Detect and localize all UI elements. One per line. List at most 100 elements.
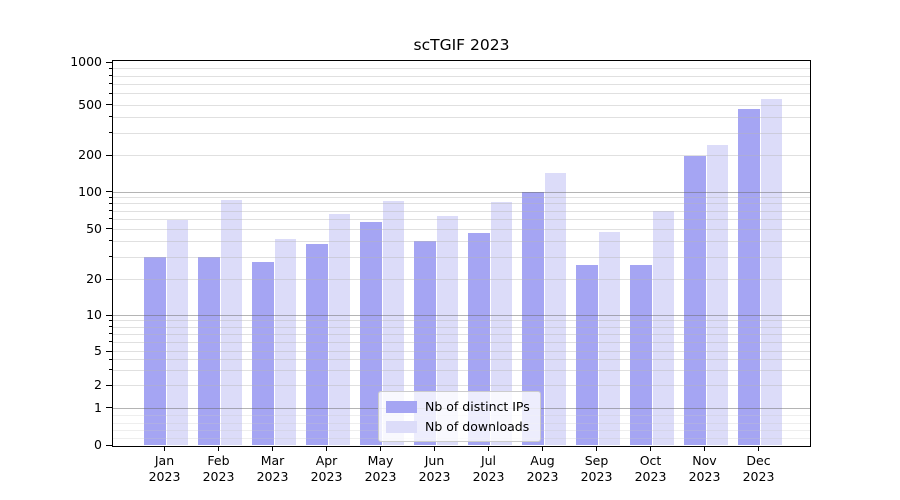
chart-title: scTGIF 2023 (413, 36, 510, 54)
bar-downloads-nov (706, 144, 728, 445)
x-tick-label: Aug 2023 (526, 453, 559, 484)
y-axis-minor-tick (109, 210, 112, 212)
bar-distinct-ips-nov (683, 156, 706, 445)
x-tick-label: Feb 2023 (202, 453, 235, 484)
x-tick-label: May 2023 (364, 453, 397, 484)
y-axis-tick (106, 314, 112, 316)
gridline-minor (113, 203, 810, 205)
gridline-minor (113, 369, 810, 371)
y-axis-minor-tick (109, 116, 112, 118)
y-axis-tick (106, 407, 112, 408)
y-tick-label: 10 (86, 307, 102, 322)
y-tick-label: 1000 (70, 54, 102, 69)
x-tick-label: Dec 2023 (742, 453, 775, 484)
gridline-minor (113, 116, 810, 118)
x-tick-label: Oct 2023 (634, 453, 667, 484)
y-tick-label: 2 (94, 377, 102, 392)
y-axis-minor-tick (109, 154, 112, 156)
gridline-minor (113, 351, 810, 352)
y-axis-minor-tick (109, 75, 112, 77)
gridline-minor (113, 197, 810, 199)
bar-downloads-jul (490, 202, 512, 445)
bar-downloads-may (382, 201, 404, 445)
gridline-minor (113, 333, 810, 335)
legend-label-downloads: Nb of downloads (425, 419, 530, 434)
gridline-minor (113, 210, 810, 212)
legend-swatch-distinct-ips (386, 400, 417, 413)
bar-downloads-apr (328, 214, 350, 445)
y-tick-label: 200 (78, 147, 102, 162)
legend-swatch-downloads (386, 420, 417, 433)
bar-downloads-dec (760, 98, 782, 445)
gridline-minor (113, 155, 810, 156)
bar-distinct-ips-apr (305, 243, 328, 445)
y-axis-minor-tick (109, 83, 112, 85)
y-tick-label: 5 (94, 343, 102, 358)
y-tick-label: 50 (86, 220, 102, 236)
bar-downloads-feb (220, 199, 242, 445)
gridline-minor (113, 256, 810, 258)
plot-canvas (113, 61, 810, 446)
bar-distinct-ips-feb (197, 256, 220, 445)
y-tick-label: 100 (78, 183, 102, 199)
y-axis-minor-tick (109, 350, 112, 352)
y-tick-label: 500 (78, 96, 102, 112)
gridline-minor (113, 341, 810, 343)
x-tick-label: Nov 2023 (688, 453, 721, 484)
bar-distinct-ips-may (359, 221, 382, 445)
y-tick-label: 1 (94, 399, 102, 415)
y-axis-minor-tick (109, 256, 112, 258)
bar-distinct-ips-jan (143, 256, 166, 445)
gridline-minor (113, 83, 810, 85)
legend-item-downloads: Nb of downloads (386, 419, 530, 434)
y-axis-minor-tick (109, 319, 112, 321)
gridline-minor (113, 132, 810, 134)
gridline-minor (113, 104, 810, 106)
x-axis-tick (434, 446, 435, 451)
x-axis-tick (380, 446, 381, 451)
legend-label-distinct-ips: Nb of distinct IPs (425, 399, 530, 414)
y-axis-minor-tick (109, 333, 112, 335)
bar-downloads-jan (166, 219, 188, 445)
gridline-minor (113, 326, 810, 328)
plot-area (112, 60, 811, 447)
y-tick-label: 0 (94, 437, 102, 452)
x-axis-tick (488, 446, 489, 451)
bar-downloads-jun (436, 216, 458, 445)
x-tick-label: Mar 2023 (256, 453, 289, 484)
x-tick-label: Jul 2023 (472, 453, 505, 484)
x-tick-label: Jun 2023 (418, 453, 451, 484)
gridline-minor (113, 228, 810, 230)
gridline-minor (113, 218, 810, 220)
y-axis-minor-tick (109, 196, 112, 198)
gridline-major (113, 315, 810, 316)
x-axis-tick (650, 446, 651, 451)
x-axis-tick (758, 446, 759, 451)
y-axis-minor-tick (109, 218, 112, 220)
bar-distinct-ips-oct (629, 264, 652, 445)
bar-distinct-ips-dec (737, 109, 760, 445)
y-axis-minor-tick (109, 92, 112, 94)
bar-downloads-mar (274, 239, 296, 445)
y-axis-minor-tick (109, 202, 112, 204)
x-axis-tick (326, 446, 327, 451)
gridline-minor (113, 359, 810, 361)
bar-distinct-ips-aug (521, 191, 544, 445)
x-tick-label: Jan 2023 (148, 453, 181, 484)
y-axis-minor-tick (109, 104, 112, 105)
bar-downloads-aug (544, 172, 566, 445)
bar-downloads-oct (652, 210, 674, 445)
bar-distinct-ips-mar (251, 262, 274, 445)
bar-distinct-ips-sep (575, 264, 598, 445)
x-axis-tick (164, 446, 165, 451)
x-axis-tick (218, 446, 219, 451)
gridline-minor (113, 320, 810, 322)
y-axis-minor-tick (109, 358, 112, 360)
y-axis-tick (106, 191, 112, 192)
bar-downloads-sep (598, 231, 620, 445)
y-axis-minor-tick (109, 132, 112, 134)
gridline-minor (113, 75, 810, 77)
legend: Nb of distinct IPs Nb of downloads (378, 391, 541, 442)
y-axis-minor-tick (109, 341, 112, 343)
